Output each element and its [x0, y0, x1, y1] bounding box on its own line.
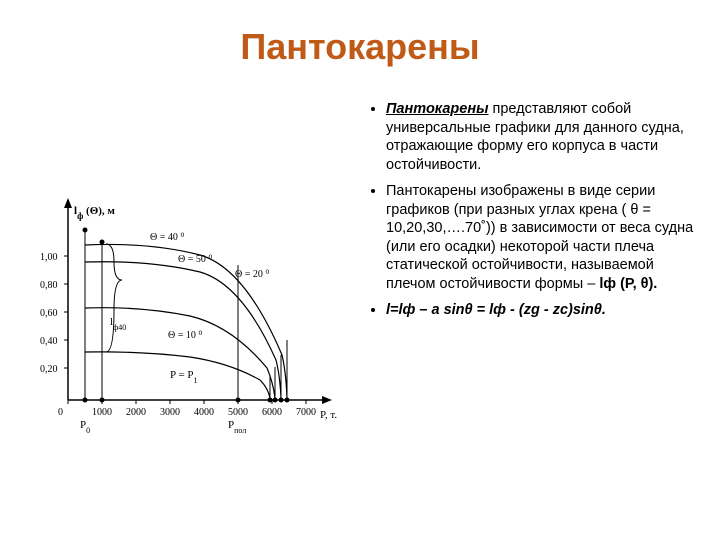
- svg-text:lф40: lф40: [110, 316, 126, 332]
- svg-text:0,80: 0,80: [40, 280, 58, 291]
- svg-text:P = P1: P = P1: [170, 369, 198, 385]
- svg-text:Θ = 10 ⁰: Θ = 10 ⁰: [168, 330, 202, 341]
- svg-text:0: 0: [58, 407, 63, 418]
- svg-text:Pпол: Pпол: [228, 419, 246, 435]
- bullet-3: l=lф – a sinθ = lф - (zg - zc)sinθ.: [386, 301, 700, 320]
- svg-text:0,20: 0,20: [40, 364, 58, 375]
- svg-text:Θ = 40 ⁰: Θ = 40 ⁰: [150, 232, 184, 243]
- slide-title: Пантокарены: [0, 26, 720, 68]
- svg-text:P, т.: P, т.: [320, 409, 337, 421]
- bullet-3-formula: l=lф – a sinθ = lф - (zg - zc)sinθ.: [386, 302, 606, 318]
- svg-text:Θ = 20 ⁰: Θ = 20 ⁰: [235, 269, 269, 280]
- bullet-2: Пантокарены изображены в виде серии граф…: [386, 182, 700, 293]
- bullet-1: Пантокарены представляют собой универсал…: [386, 100, 700, 174]
- bullet-2-bold: lф (Р, θ).: [599, 276, 657, 292]
- svg-text:4000: 4000: [194, 407, 214, 418]
- svg-text:3000: 3000: [160, 407, 180, 418]
- svg-text:0,40: 0,40: [40, 336, 58, 347]
- chart-column: lф (Θ), м P, т. 0,20 0,40 0,60 0,80 1,00 0 1000 2…: [20, 100, 360, 520]
- text-column: Пантокарены представляют собой универсал…: [360, 100, 700, 520]
- svg-text:7000: 7000: [296, 407, 316, 418]
- svg-text:2000: 2000: [126, 407, 146, 418]
- pantocareny-chart: lф (Θ), м P, т. 0,20 0,40 0,60 0,80 1,00 0 1000 2…: [30, 180, 350, 440]
- svg-text:P0: P0: [80, 419, 90, 435]
- svg-text:lф (Θ), м: lф (Θ), м: [74, 205, 115, 221]
- svg-text:5000: 5000: [228, 407, 248, 418]
- bullet-list: Пантокарены представляют собой универсал…: [366, 100, 700, 320]
- svg-text:1000: 1000: [92, 407, 112, 418]
- svg-text:1,00: 1,00: [40, 252, 58, 263]
- bullet-1-term: Пантокарены: [386, 101, 488, 117]
- svg-text:6000: 6000: [262, 407, 282, 418]
- content-area: lф (Θ), м P, т. 0,20 0,40 0,60 0,80 1,00 0 1000 2…: [20, 100, 700, 520]
- svg-text:Θ = 50 ⁰: Θ = 50 ⁰: [178, 254, 212, 265]
- svg-text:0,60: 0,60: [40, 308, 58, 319]
